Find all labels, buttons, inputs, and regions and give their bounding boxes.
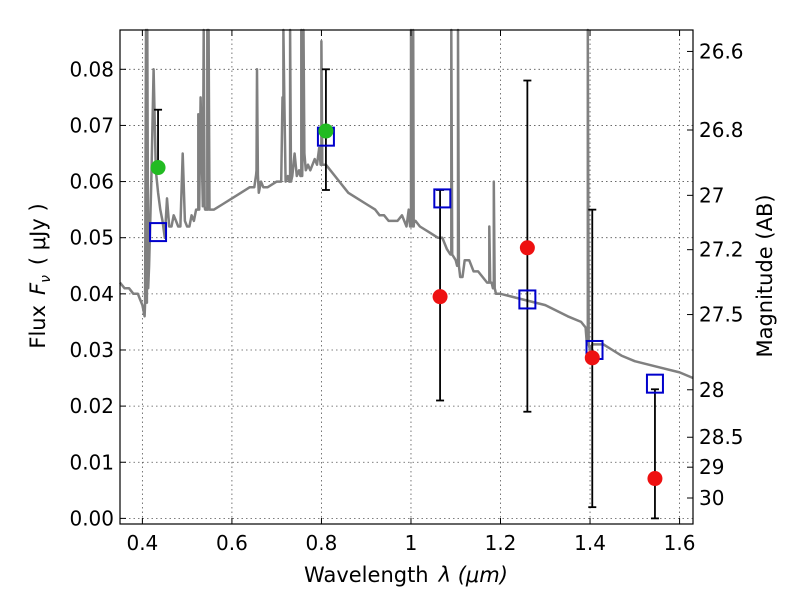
model-photometry-series [149,126,664,394]
measured-point [519,240,535,256]
y-tick-label: 0.05 [69,226,114,250]
y-tick-label: 0.03 [69,338,114,362]
y-tick-label: 0.04 [69,282,114,306]
y2-tick-label: 28 [699,378,724,402]
y2-tick-label: 30 [699,486,724,510]
measured-point [150,160,166,176]
y2-tick-label: 26.8 [699,118,744,142]
y2-tick-label: 27.5 [699,303,744,327]
x-tick-label: 1.2 [485,531,517,555]
y2-tick-label: 27 [699,183,724,207]
y-tick-label: 0.08 [69,57,114,81]
model-photometry-box [645,373,664,394]
x-tick-label: 1.4 [574,531,606,555]
x-axis-label: Wavelength λ (μm) [304,563,508,587]
plot-frame [119,29,694,525]
y2-tick-label: 27.2 [699,238,744,262]
measured-point [432,289,448,305]
x-tick-label: 0.8 [306,531,338,555]
y2-tick-label: 26.6 [699,39,744,63]
model-sed-series [119,28,694,380]
measured-point [647,471,663,487]
model-photometry-box [149,222,168,243]
y-tick-label: 0.01 [69,450,114,474]
model-photometry-box [433,188,452,209]
axis-ticks: 0.4 0.6 0.8 1 1.2 1.4 1.6 0.00 0.01 0.02 0.03 0.04 0… [69,30,744,555]
model-photometry-box [518,289,537,310]
y2-tick-label: 28.5 [699,425,744,449]
error-bars [154,68,659,520]
model-sed-line [119,28,694,380]
measured-point [584,350,600,366]
y2-tick-label: 29 [699,455,724,479]
y2-axis-label: Magnitude (AB) [753,194,777,357]
measured-points [150,123,663,487]
y-tick-label: 0.02 [69,394,114,418]
x-tick-label: 1.6 [664,531,696,555]
y-tick-label: 0.00 [69,506,114,530]
x-tick-label: 1 [405,531,418,555]
x-tick-label: 0.6 [216,531,248,555]
measured-point [318,123,334,139]
grid-lines [120,30,693,524]
y-axis-label: FluxFν( μJy ) [26,203,54,348]
y-tick-label: 0.07 [69,113,114,137]
y-tick-label: 0.06 [69,170,114,194]
x-tick-label: 0.4 [126,531,158,555]
